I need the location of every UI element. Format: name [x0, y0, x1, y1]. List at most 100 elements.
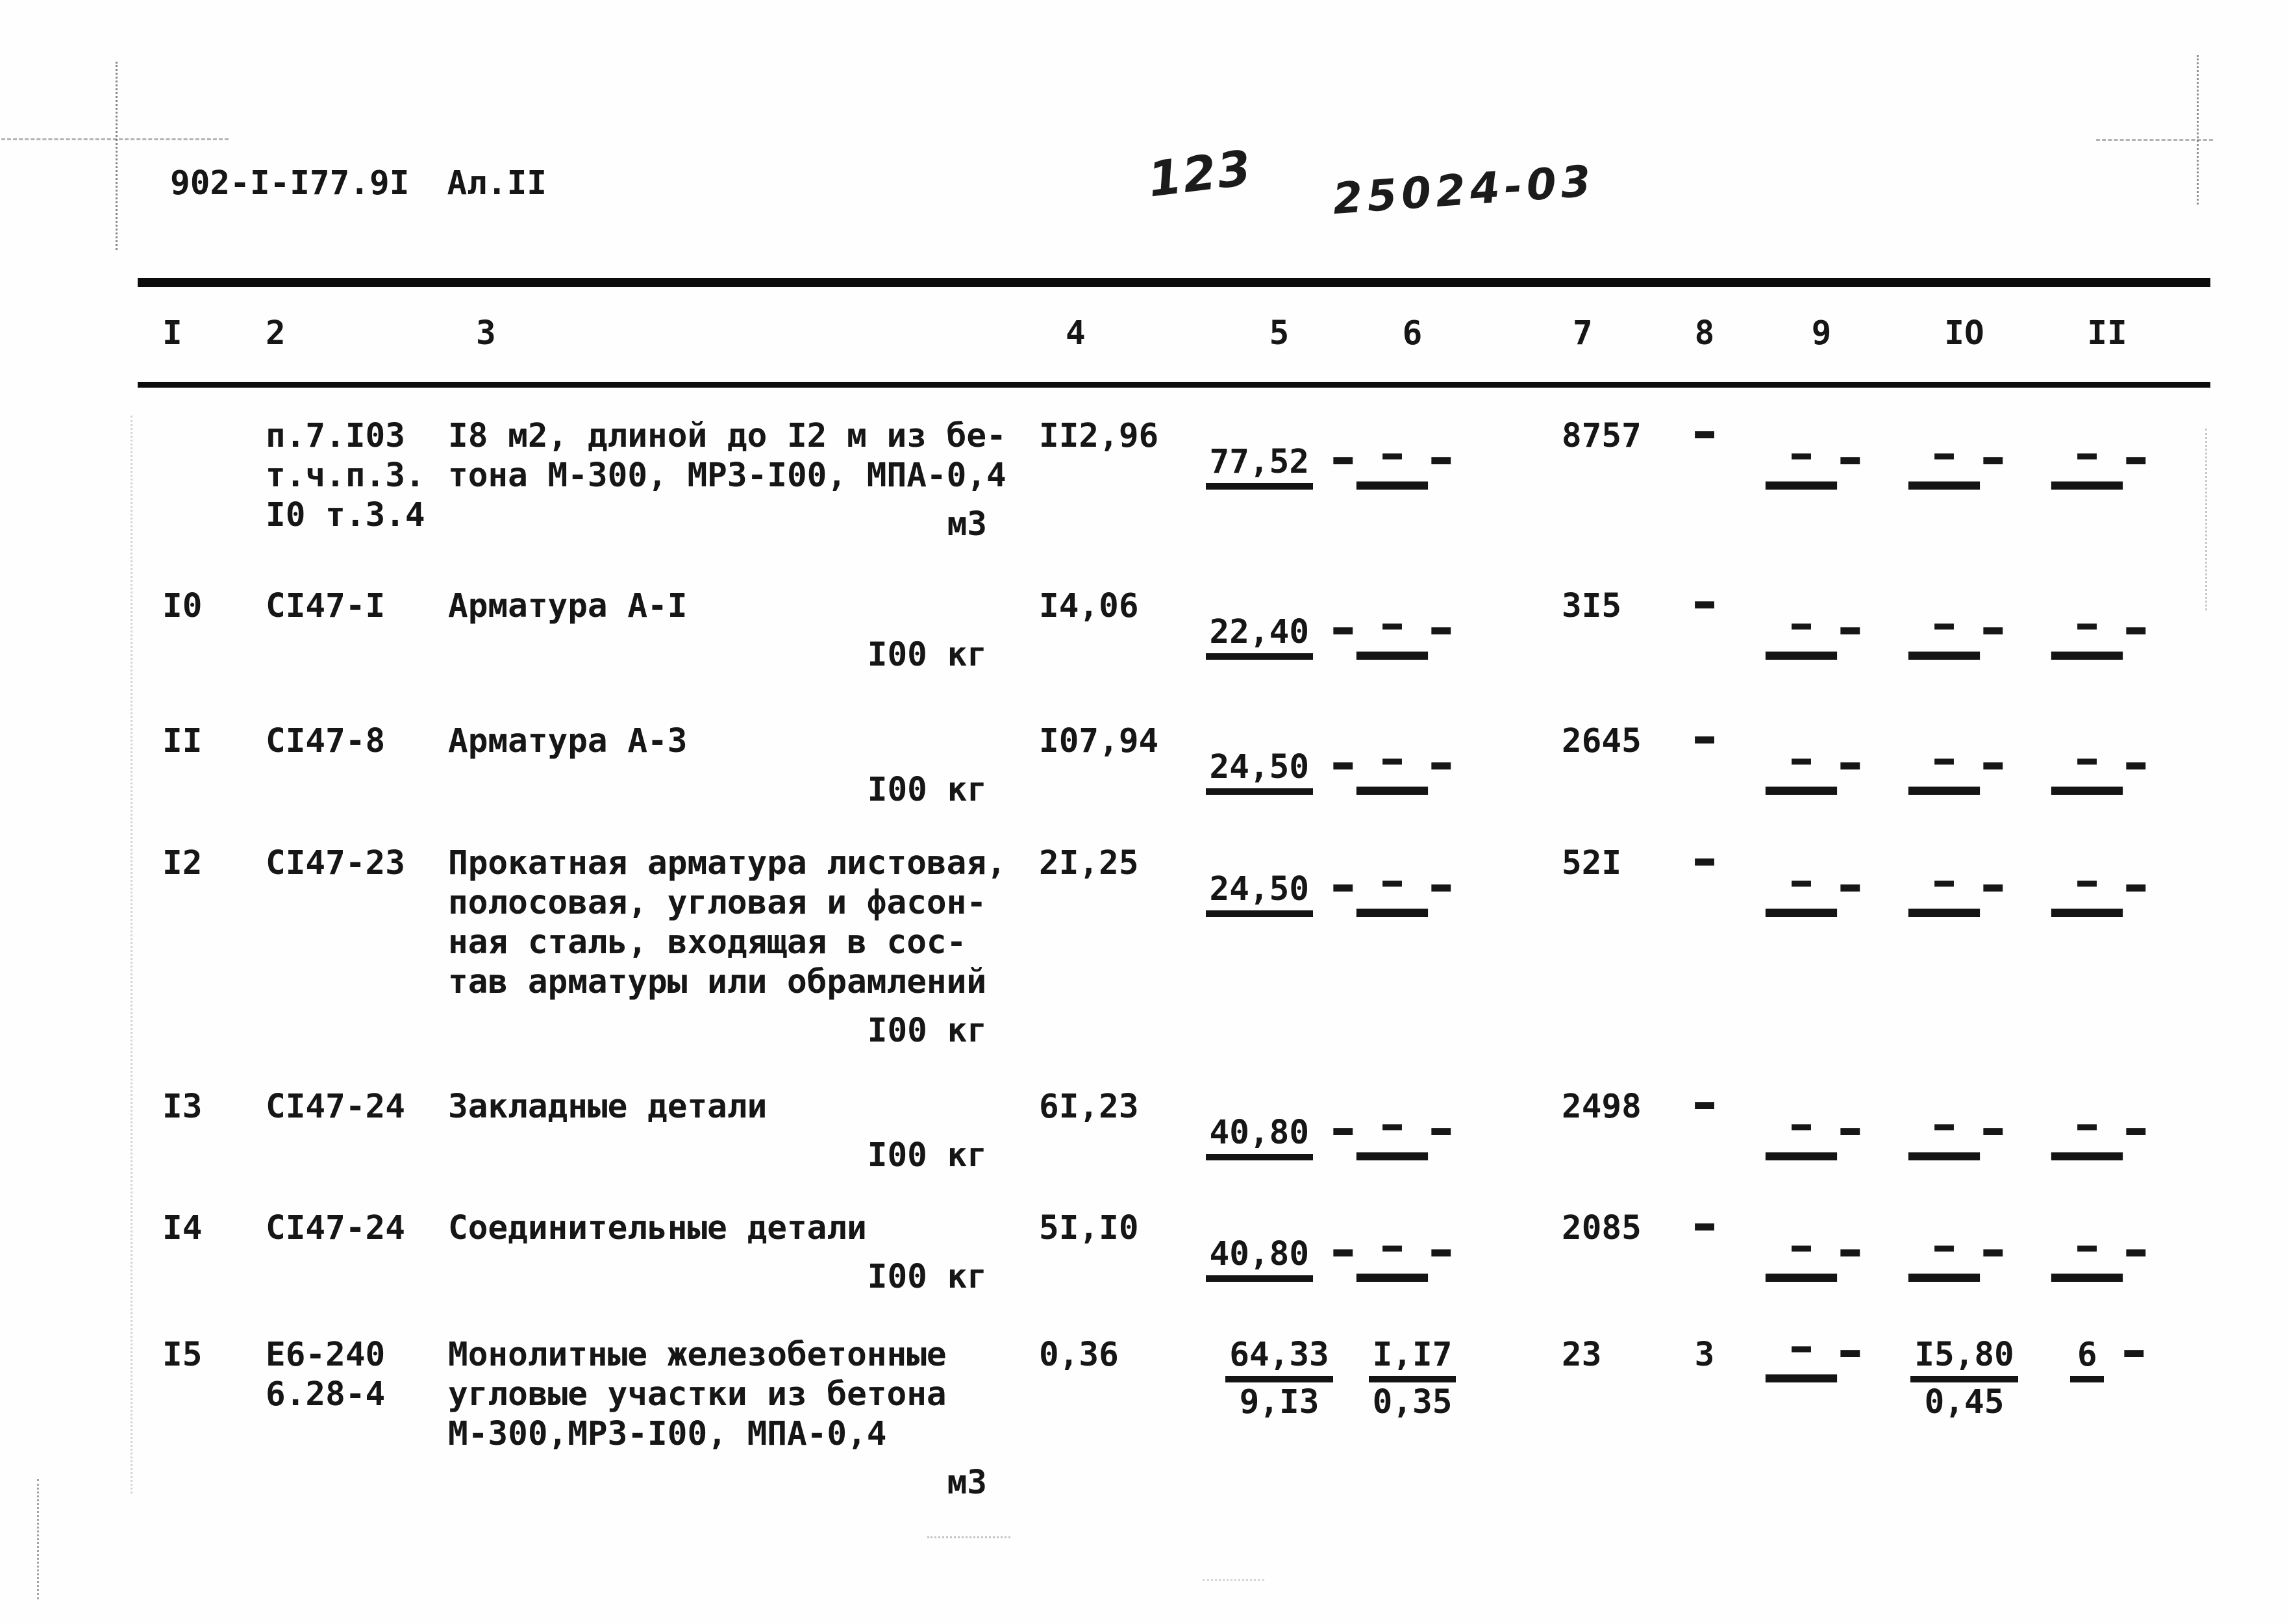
cell-col5-fraction: 64,33 9,I3: [1205, 1335, 1354, 1422]
table-row: I5 Е6-240 6.28-4 Монолитные железобетонн…: [0, 1323, 2287, 1503]
cell-col10-fraction: - -: [1893, 843, 2036, 917]
fraction-bottom: -: [1323, 857, 1362, 916]
column-header-8: 8: [1694, 314, 1715, 353]
unit-label: I00 кг: [867, 1136, 987, 1175]
cell-code: СI47-24: [256, 1208, 445, 1248]
column-header-2: 2: [266, 314, 286, 353]
code-line: СI47-24: [266, 1088, 405, 1126]
document-header: 902-I-I77.9I Ал.II: [170, 164, 547, 203]
handwritten-page-number: 123: [1145, 140, 1256, 208]
fraction-top: -: [1766, 1101, 1838, 1160]
fraction-top: -: [1356, 1223, 1429, 1282]
cell-code: СI47-I: [256, 586, 445, 626]
fraction-top: -: [1766, 431, 1838, 490]
cell-col9-fraction: - -: [1750, 1087, 1893, 1160]
desc-line: Арматура А-I: [448, 587, 688, 625]
cell-description: Арматура А-3 I00 кг: [445, 721, 1016, 810]
cell-col9-fraction: - -: [1750, 586, 1893, 660]
scan-mark-bottom-left-vertical: [37, 1479, 39, 1599]
scan-mark-top-left-horizontal: [1, 138, 229, 140]
cell-col6-fraction: - -: [1354, 843, 1471, 917]
cell-col6-fraction: I,I7 0,35: [1354, 1335, 1471, 1422]
fraction-bottom: -: [1974, 430, 2012, 488]
unit-label: I00 кг: [867, 1258, 987, 1296]
cell-col11-fraction: - -: [2036, 843, 2179, 917]
code-line: СI47-8: [266, 722, 386, 760]
fraction-top: -: [1766, 736, 1838, 795]
column-header-4: 4: [1066, 314, 1086, 353]
fraction-bottom: 0,45: [1924, 1383, 2005, 1421]
fraction-bottom: -: [1974, 857, 2012, 916]
unit-label: I00 кг: [867, 771, 987, 809]
scan-mark-top-right-horizontal: [2096, 139, 2213, 141]
desc-line: угловые участки из бетона: [448, 1375, 947, 1414]
fraction-top: 24,50: [1205, 869, 1314, 917]
code-line: СI47-I: [266, 587, 386, 625]
cell-row-number: I4: [162, 1209, 203, 1247]
fraction-top: -: [1908, 431, 1981, 490]
desc-line: ная сталь, входящая в сос-: [448, 923, 967, 962]
fraction-top: -: [2051, 1101, 2123, 1160]
cell-row-number: I0: [162, 587, 203, 625]
code-line: т.ч.п.3.: [266, 456, 425, 495]
cell-col8: -: [1685, 404, 1724, 462]
cell-col5-fraction: 24,50 -: [1205, 843, 1362, 917]
cell-col6-fraction: - -: [1354, 1208, 1471, 1282]
cell-col4: 2I,25: [1039, 844, 1139, 882]
fraction-bottom: -: [1974, 735, 2012, 793]
cell-col6-fraction: - -: [1354, 416, 1471, 490]
table-row: I0 СI47-I Арматура А-I I00 кг I4,06 22,4…: [0, 575, 2287, 675]
fraction-top: 77,52: [1205, 442, 1314, 490]
fraction-bottom: -: [1974, 600, 2012, 658]
cell-col4: 0,36: [1039, 1336, 1119, 1374]
fraction-top: -: [2051, 736, 2123, 795]
scan-mark-top-left-vertical: [116, 62, 118, 250]
fraction-bottom: -: [2117, 735, 2155, 793]
desc-line: Прокатная арматура листовая,: [448, 844, 1006, 882]
table-top-rule: [138, 278, 2210, 287]
cell-col9-fraction: - -: [1750, 1323, 1893, 1382]
desc-line: полосовая, угловая и фасон-: [448, 884, 987, 922]
desc-line: Соединительные детали: [448, 1209, 867, 1247]
fraction-bottom: -: [1323, 1101, 1362, 1159]
table-row: I4 СI47-24 Соединительные детали I00 кг …: [0, 1197, 2287, 1297]
cell-col5-fraction: 77,52 -: [1205, 416, 1362, 490]
scan-mark-right-vertical: [2205, 429, 2207, 610]
fraction-bottom: -: [1323, 1222, 1362, 1280]
cell-col10-fraction: - -: [1893, 586, 2036, 660]
fraction-top: -: [1908, 1101, 1981, 1160]
cell-col8: -: [1685, 709, 1724, 768]
desc-line: Арматура А-3: [448, 722, 688, 760]
cell-col5-fraction: 40,80 -: [1205, 1208, 1362, 1282]
cell-col4: II2,96: [1039, 417, 1159, 455]
cell-col7: 2498: [1562, 1088, 1642, 1126]
code-line: СI47-24: [266, 1209, 405, 1247]
cell-col7: 23: [1562, 1336, 1602, 1374]
code-line: Е6-240: [266, 1336, 386, 1374]
fraction-bottom: -: [1422, 430, 1460, 488]
cell-col11-fraction: - -: [2036, 586, 2179, 660]
table-row: I3 СI47-24 Закладные детали I00 кг 6I,23…: [0, 1075, 2287, 1175]
cell-col8: 3: [1694, 1336, 1715, 1374]
column-header-3: 3: [476, 314, 496, 353]
fraction-top: -: [2051, 601, 2123, 660]
cell-col8: -: [1685, 574, 1724, 632]
fraction-top: -: [1766, 858, 1838, 917]
cell-col5-fraction: 40,80 -: [1205, 1087, 1362, 1160]
scan-mark-left-margin: [131, 416, 132, 1493]
cell-col4: I07,94: [1039, 722, 1159, 760]
cell-col4: 6I,23: [1039, 1088, 1139, 1126]
cell-col11-fraction: - -: [2036, 416, 2179, 490]
cell-col9-fraction: - -: [1750, 416, 1893, 490]
cell-col4: I4,06: [1039, 587, 1139, 625]
fraction-top: I5,80: [1910, 1335, 2018, 1382]
desc-line: тав арматуры или обрамлений: [448, 963, 987, 1001]
fraction-top: 22,40: [1205, 612, 1314, 660]
code-line: I0 т.3.4: [266, 496, 425, 534]
cell-col7: 8757: [1562, 417, 1642, 455]
cell-col11-fraction: - -: [2036, 1208, 2179, 1282]
fraction-bottom: -: [1974, 1222, 2012, 1280]
scan-mark-top-right-vertical: [2197, 55, 2199, 205]
fraction-bottom: -: [2115, 1323, 2153, 1381]
